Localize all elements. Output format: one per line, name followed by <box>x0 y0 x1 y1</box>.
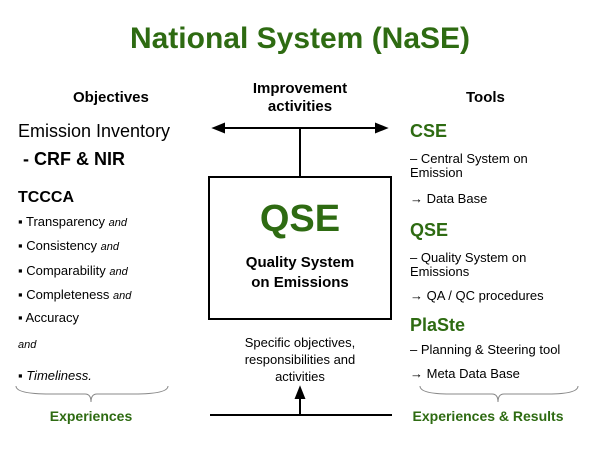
objective-item-last: ▪ Timeliness. <box>18 368 92 383</box>
experiences-label: Experiences <box>49 408 133 424</box>
left-brace <box>15 385 169 403</box>
item-label: Completeness <box>26 287 110 302</box>
improvement-label-2: activities <box>267 98 333 115</box>
bottom-text-2: responsibilities and <box>244 352 356 367</box>
slide-title: National System (NaSE) <box>129 22 471 55</box>
objective-item: ▪ Comparability and <box>18 263 128 278</box>
up-arrowhead <box>294 385 306 399</box>
right-brace <box>419 385 579 403</box>
bottom-text-3: activities <box>275 369 325 384</box>
item-label: Comparability <box>26 263 106 278</box>
item-label: Transparency <box>26 214 105 229</box>
tool-result: → Data Base <box>410 191 488 206</box>
item-suffix: and <box>108 217 127 229</box>
and-label: and <box>18 339 37 351</box>
item-suffix: and <box>109 266 128 278</box>
tool-name: QSE <box>410 220 449 240</box>
bottom-text-1: Specific objectives, <box>244 335 356 350</box>
tool-desc: – Quality System on Emissions <box>410 251 526 279</box>
improvement-label-1: Improvement <box>252 80 348 97</box>
right-arrowhead <box>375 122 389 134</box>
tool-desc-2: Emissions <box>410 264 470 279</box>
left-arrowhead <box>211 122 225 134</box>
qse-box <box>208 176 392 320</box>
qse-box-sub-1: Quality System <box>245 254 355 271</box>
tool-name: PlaSte <box>410 315 466 335</box>
tool-result: → Meta Data Base <box>410 366 520 381</box>
crf-nir: - CRF & NIR <box>18 149 125 169</box>
tool-desc-2: Emission <box>410 165 463 180</box>
tccca-heading: TCCCA <box>18 189 74 206</box>
tool-result: → QA / QC procedures <box>410 288 544 303</box>
objectives-heading: Objectives <box>73 89 149 106</box>
qse-box-title: QSE <box>259 198 341 240</box>
tool-desc-1: – Planning & Steering tool <box>410 342 561 357</box>
tool-desc: – Central System on Emission <box>410 152 528 180</box>
experiences-results-label: Experiences & Results <box>412 408 564 424</box>
tools-heading: Tools <box>466 89 505 106</box>
objective-item: ▪ Accuracy <box>18 310 79 325</box>
emission-inventory: Emission Inventory <box>18 121 171 141</box>
item-label: Accuracy <box>25 310 79 325</box>
tool-desc-1: – Quality System on <box>410 250 527 265</box>
item-suffix: and <box>112 290 132 302</box>
tool-name: CSE <box>410 121 448 141</box>
objective-item: ▪ Consistency and <box>18 238 120 253</box>
item-label: Timeliness. <box>26 368 92 383</box>
objective-item: ▪ Completeness and <box>18 287 132 302</box>
tool-desc-1: – Central System on <box>410 151 528 166</box>
objective-item: ▪ Transparency and <box>18 214 127 229</box>
item-suffix: and <box>100 241 120 253</box>
item-label: Consistency <box>26 238 98 253</box>
qse-box-sub-2: on Emissions <box>251 274 349 291</box>
